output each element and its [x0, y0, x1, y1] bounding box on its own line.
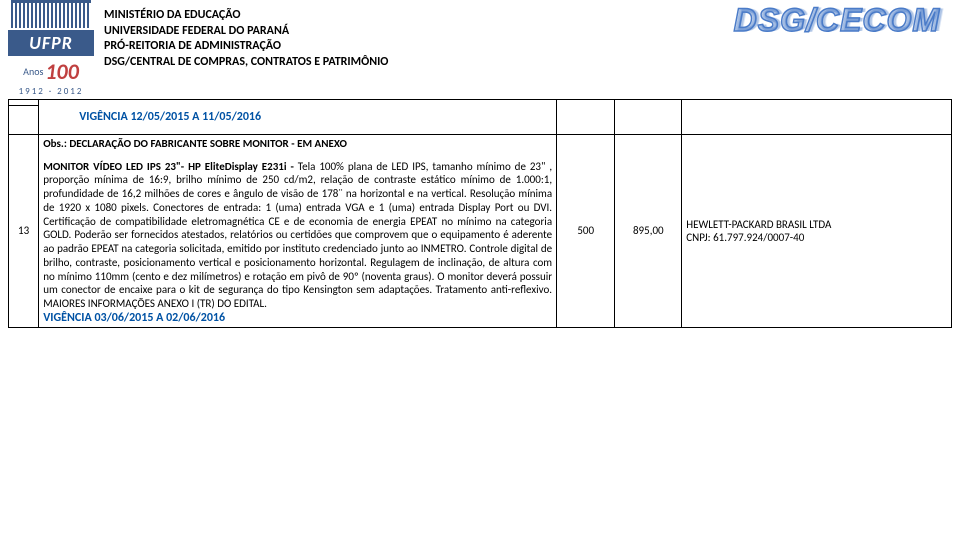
ministry-heading: MINISTÉRIO DA EDUCAÇÃO UNIVERSIDADE FEDE… — [104, 0, 388, 70]
vendor-cnpj: CNPJ: 61.797.924/0007-40 — [686, 231, 947, 244]
logo-building-icon — [11, 0, 91, 28]
cell-vendor-empty — [682, 100, 952, 135]
logo-100: 100 — [45, 58, 78, 85]
ministry-line-2: UNIVERSIDADE FEDERAL DO PARANÁ — [104, 24, 388, 40]
cell-qty-empty — [557, 100, 615, 135]
item-lead: MONITOR VÍDEO LED IPS 23"- HP EliteDispl… — [43, 160, 298, 173]
vendor-name: HEWLETT-PACKARD BRASIL LTDA — [686, 218, 947, 231]
ministry-line-4: DSG/CENTRAL DE COMPRAS, CONTRATOS E PATR… — [104, 55, 388, 71]
logo-anos-row: Anos 100 — [8, 56, 94, 85]
cell-quantity: 500 — [557, 134, 615, 327]
items-table: VIGÊNCIA 12/05/2015 A 11/05/2016 13 Obs.… — [8, 99, 952, 328]
cell-index: 13 — [9, 134, 39, 327]
item-description-body: MONITOR VÍDEO LED IPS 23"- HP EliteDispl… — [43, 160, 552, 311]
vigencia-bottom: VIGÊNCIA 03/06/2015 A 02/06/2016 — [43, 311, 552, 325]
cell-vigencia-prev: VIGÊNCIA 12/05/2015 A 11/05/2016 — [39, 106, 557, 135]
table-row: 13 Obs.: DECLARAÇÃO DO FABRICANTE SOBRE … — [9, 134, 952, 327]
item-body-text: Tela 100% plana de LED IPS, tamanho míni… — [43, 160, 552, 311]
logo-years: 1912 · 2012 — [8, 85, 94, 97]
ministry-line-3: PRÓ-REITORIA DE ADMINISTRAÇÃO — [104, 39, 388, 55]
logo-anos-label: Anos — [23, 65, 43, 78]
ufpr-logo: UFPR Anos 100 1912 · 2012 — [8, 0, 94, 97]
cell-price-empty — [615, 100, 682, 135]
ministry-line-1: MINISTÉRIO DA EDUCAÇÃO — [104, 8, 388, 24]
cell-vendor: HEWLETT-PACKARD BRASIL LTDA CNPJ: 61.797… — [682, 134, 952, 327]
logo-ufpr-text: UFPR — [8, 30, 94, 56]
document-header: UFPR Anos 100 1912 · 2012 MINISTÉRIO DA … — [0, 0, 960, 97]
cell-unit-price: 895,00 — [615, 134, 682, 327]
cell-idx-empty-2 — [9, 106, 39, 135]
spacer — [43, 150, 552, 160]
obs-declaration: Obs.: DECLARAÇÃO DO FABRICANTE SOBRE MON… — [43, 137, 552, 150]
cell-description: Obs.: DECLARAÇÃO DO FABRICANTE SOBRE MON… — [39, 134, 557, 327]
dsg-cecom-watermark: DSG/CECOM — [734, 2, 940, 39]
